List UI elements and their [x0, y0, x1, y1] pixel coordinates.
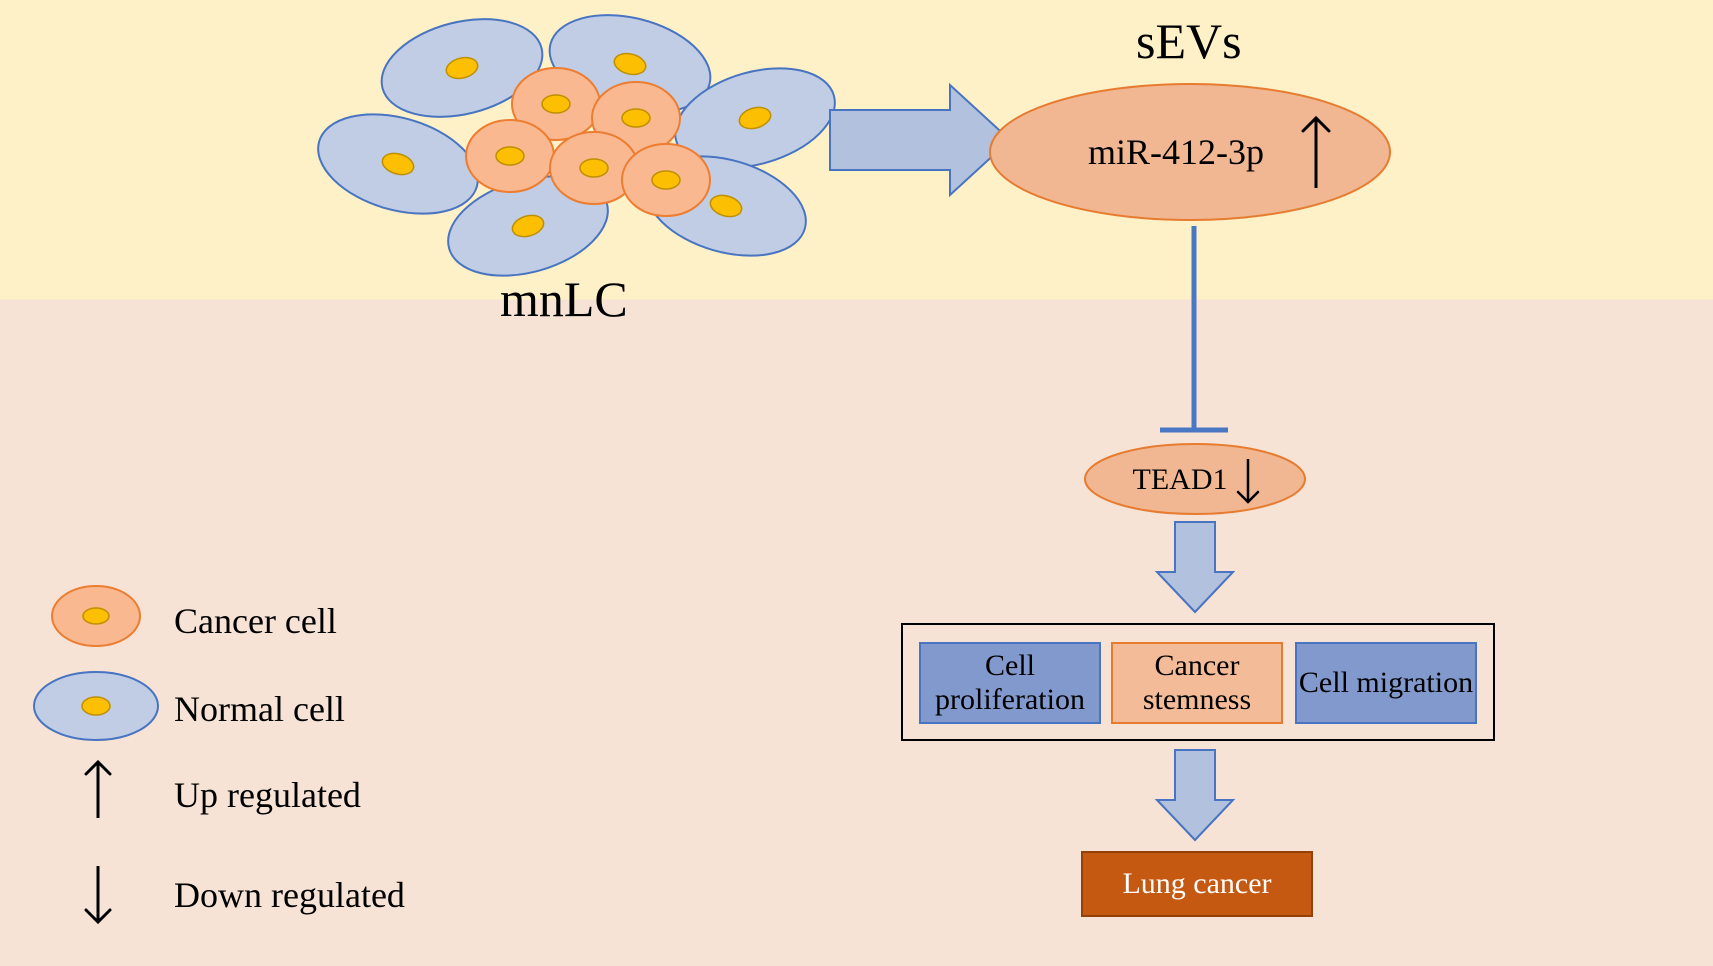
normal-cell — [306, 97, 489, 231]
diagram-canvas: mnLC sEVs miR-412-3p TEAD1 Cell proliferatio… — [0, 0, 1713, 966]
cell-migration-label: Cell migration — [1296, 643, 1476, 723]
tead1-label: TEAD1 — [1080, 463, 1280, 497]
mir-label: miR-412-3p — [1016, 131, 1336, 173]
arrow-to-sevs-icon — [830, 85, 1010, 195]
cancer-cell — [622, 144, 710, 216]
diagram-svg — [0, 0, 1713, 966]
cancer-cell — [592, 82, 680, 154]
legend-down-label: Down regulated — [174, 874, 405, 916]
legend-normal-cell-icon — [34, 672, 158, 740]
arrow-to-functions-icon — [1157, 522, 1233, 612]
cell-proliferation-label: Cell proliferation — [920, 643, 1100, 723]
sevs-title-label: sEVs — [1136, 12, 1242, 70]
legend-up-label: Up regulated — [174, 774, 361, 816]
cancer-stemness-label: Cancer stemness — [1112, 643, 1282, 723]
normal-cell — [539, 0, 720, 128]
cancer-cell — [466, 120, 554, 192]
arrow-to-lung-cancer-icon — [1157, 750, 1233, 840]
legend-up-arrowhead-icon — [86, 762, 110, 774]
normal-cell — [371, 4, 552, 133]
legend-cancer-cell-icon — [52, 586, 140, 646]
legend-normal-label: Normal cell — [174, 688, 345, 730]
legend-down-arrowhead-icon — [86, 910, 110, 922]
up-regulated-arrowhead-icon — [1303, 118, 1329, 131]
legend-cancer-label: Cancer cell — [174, 600, 337, 642]
cancer-cell — [512, 68, 600, 140]
normal-cell — [634, 139, 817, 273]
mnlc-label: mnLC — [500, 270, 628, 328]
cancer-cell — [550, 132, 638, 204]
lung-cancer-label: Lung cancer — [1082, 852, 1312, 916]
normal-cell — [663, 51, 846, 185]
